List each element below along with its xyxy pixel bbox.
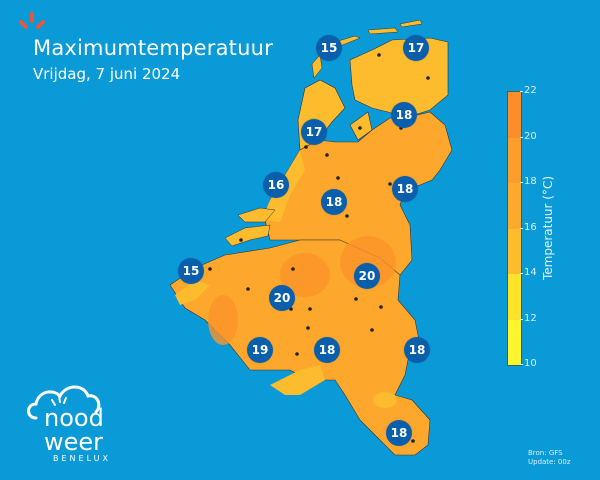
map-date: Vrijdag, 7 juni 2024	[33, 65, 181, 83]
colorbar-tick: 14	[520, 267, 537, 278]
colorbar-tick: 16	[520, 221, 537, 233]
colorbar-tick: 22	[520, 85, 537, 96]
brand-subtitle: BENELUX	[53, 454, 111, 463]
colorbar-band	[508, 228, 521, 274]
temperature-badge: 20	[269, 285, 295, 311]
warm-zone	[208, 295, 238, 345]
sparks-logo-icon	[19, 12, 45, 29]
temperature-badge: 15	[178, 258, 204, 284]
colorbar-band	[508, 319, 521, 365]
temperature-badge: 20	[354, 263, 380, 289]
temperature-badge: 17	[403, 35, 429, 61]
colorbar-tick: 20	[520, 130, 537, 142]
warm-zone	[280, 253, 330, 297]
svg-text:weer: weer	[44, 428, 103, 456]
source-update: Update: 00z	[528, 458, 571, 466]
colorbar-tick: 10	[520, 358, 537, 369]
colorbar-band	[508, 137, 521, 183]
colorbar-band	[508, 92, 521, 138]
temperature-badge: 18	[392, 176, 418, 202]
colorbar-band	[508, 183, 521, 229]
temperature-badge: 17	[301, 119, 327, 145]
svg-text:nood: nood	[44, 404, 104, 432]
temperature-badge: 18	[386, 420, 412, 446]
data-source: Bron: GFS Update: 00z	[528, 449, 571, 467]
temperature-badge: 18	[314, 337, 340, 363]
temperature-badge: 16	[263, 172, 289, 198]
colorbar-tick: 18	[520, 176, 537, 187]
temperature-colorbar	[507, 91, 522, 366]
temperature-badge: 18	[404, 337, 430, 363]
temperature-badge: 15	[316, 35, 342, 61]
colorbar-label: Temperatuur (°C)	[541, 175, 555, 281]
colorbar-tick: 12	[520, 312, 537, 324]
noodweer-logo-icon: nood weer	[27, 385, 104, 456]
temperature-badge: 18	[391, 102, 417, 128]
temperature-badge: 18	[321, 189, 347, 215]
temperature-badge: 19	[247, 337, 273, 363]
colorbar-band	[508, 274, 521, 320]
map-title: Maximumtemperatuur	[33, 36, 273, 60]
source-model: Bron: GFS	[528, 449, 563, 457]
